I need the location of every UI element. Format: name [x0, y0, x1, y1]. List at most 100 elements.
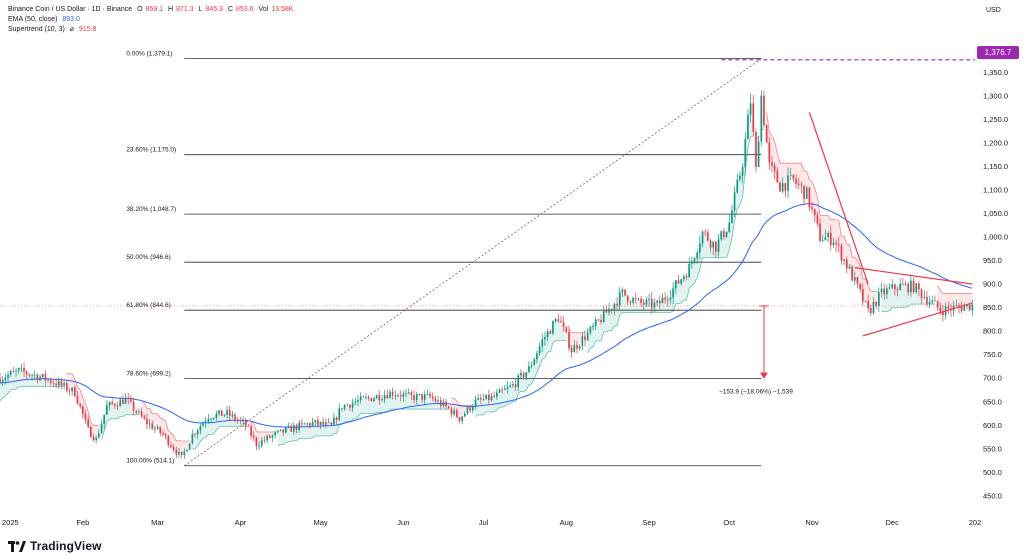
- candle-body: [763, 95, 765, 126]
- candle-body: [266, 435, 268, 441]
- candle-body: [170, 445, 172, 448]
- supertrend-line: [539, 359, 543, 367]
- supertrend-fill: [301, 423, 305, 439]
- candle-body: [888, 287, 891, 289]
- supertrend-line: [202, 436, 206, 439]
- supertrend-line: [456, 400, 460, 406]
- supertrend-line: [160, 417, 164, 420]
- supertrend-line: [611, 325, 615, 331]
- candle-body: [894, 284, 896, 290]
- supertrend-fill: [69, 373, 73, 392]
- candle-body: [693, 258, 696, 262]
- candle-body: [597, 319, 600, 321]
- candle-body: [496, 392, 498, 397]
- supertrend-fill: [162, 419, 166, 437]
- candle-body: [482, 399, 485, 400]
- supertrend-fill: [45, 379, 49, 387]
- symbol-title[interactable]: Binance Coin / US Dollar · 1D · Binance: [8, 6, 133, 13]
- candle-body: [669, 297, 672, 300]
- supertrend-fill: [918, 289, 922, 305]
- ema-legend-row[interactable]: EMA (50, close) 893.0: [8, 15, 83, 24]
- candle-body: [394, 395, 397, 397]
- symbol-legend-row[interactable]: Binance Coin / US Dollar · 1D · Binance …: [8, 5, 296, 14]
- price-axis-tick: 500.0: [983, 468, 1002, 477]
- candle-body: [853, 277, 856, 281]
- candle-body: [666, 299, 669, 301]
- candle-body: [594, 319, 597, 326]
- supertrend-line: [536, 365, 540, 373]
- price-axis-tick: 1,300.0: [983, 91, 1008, 100]
- candle-body: [362, 396, 365, 398]
- supertrend-line: [7, 389, 12, 394]
- candle-body: [501, 389, 504, 391]
- trendline: [854, 267, 973, 285]
- fib-level-label: 50.00% (946.6): [126, 254, 170, 261]
- candle-body: [298, 422, 301, 430]
- supertrend-fill: [579, 332, 583, 347]
- candle-body: [739, 175, 741, 180]
- supertrend-line: [616, 314, 621, 326]
- supertrend-fill: [627, 301, 631, 313]
- candle-body: [122, 399, 124, 404]
- supertrend-label[interactable]: Supertrend (10, 3): [8, 26, 65, 33]
- brand-logo[interactable]: TradingView: [8, 539, 102, 553]
- candle-body: [87, 419, 89, 427]
- candle-body: [276, 430, 279, 433]
- candle-body: [963, 306, 966, 311]
- candle-body: [477, 397, 479, 400]
- candle-body: [127, 397, 130, 400]
- candle-body: [752, 103, 755, 133]
- supertrend-fill: [889, 284, 893, 311]
- candle-body: [47, 379, 49, 381]
- supertrend-line: [117, 416, 121, 420]
- supertrend-line: [74, 378, 78, 388]
- supertrend-legend-row[interactable]: Supertrend (10, 3) ⌀ 915.8: [8, 25, 99, 34]
- supertrend-line: [507, 402, 511, 405]
- supertrend-fill: [400, 393, 404, 410]
- supertrend-fill: [494, 392, 497, 412]
- supertrend-fill: [259, 431, 262, 446]
- supertrend-fill: [264, 431, 268, 441]
- supertrend-line: [504, 404, 508, 407]
- supertrend-line: [734, 208, 738, 221]
- candle-body: [840, 245, 843, 261]
- candle-body: [210, 418, 212, 420]
- candle-body: [247, 425, 250, 427]
- candle-body: [415, 394, 418, 401]
- supertrend-line: [766, 111, 770, 133]
- candle-body: [902, 284, 904, 285]
- supertrend-line: [600, 331, 605, 342]
- supertrend-fill: [42, 374, 46, 387]
- candle-body: [215, 413, 218, 418]
- candle-body: [525, 372, 528, 378]
- candle-body: [883, 288, 886, 295]
- supertrend-fill: [403, 392, 407, 410]
- ema-label[interactable]: EMA (50, close): [8, 16, 58, 23]
- candle-body: [341, 408, 343, 410]
- candle-body: [20, 367, 23, 369]
- candle-body: [939, 307, 942, 312]
- supertrend-line: [510, 401, 514, 404]
- candle-body: [971, 304, 974, 311]
- supertrend-glyph-icon: ⌀: [69, 26, 74, 33]
- candle-body: [151, 423, 154, 430]
- candle-body: [490, 395, 493, 401]
- supertrend-fill: [261, 431, 265, 441]
- supertrend-fill: [53, 383, 57, 387]
- supertrend-fill: [114, 405, 118, 419]
- supertrend-fill: [32, 374, 35, 387]
- fib-level-label: 23.60% (1,175.0): [126, 147, 176, 154]
- candle-body: [731, 210, 733, 223]
- supertrend-line: [525, 384, 530, 391]
- candle-body: [140, 411, 143, 417]
- supertrend-fill: [563, 326, 567, 341]
- supertrend-line: [277, 444, 281, 447]
- candle-body: [349, 404, 351, 408]
- candle-body: [586, 332, 589, 341]
- candle-body: [7, 374, 9, 378]
- candle-body: [576, 345, 578, 349]
- supertrend-line: [768, 132, 773, 137]
- price-axis-tick: 900.0: [983, 280, 1002, 289]
- candle-body: [851, 266, 853, 281]
